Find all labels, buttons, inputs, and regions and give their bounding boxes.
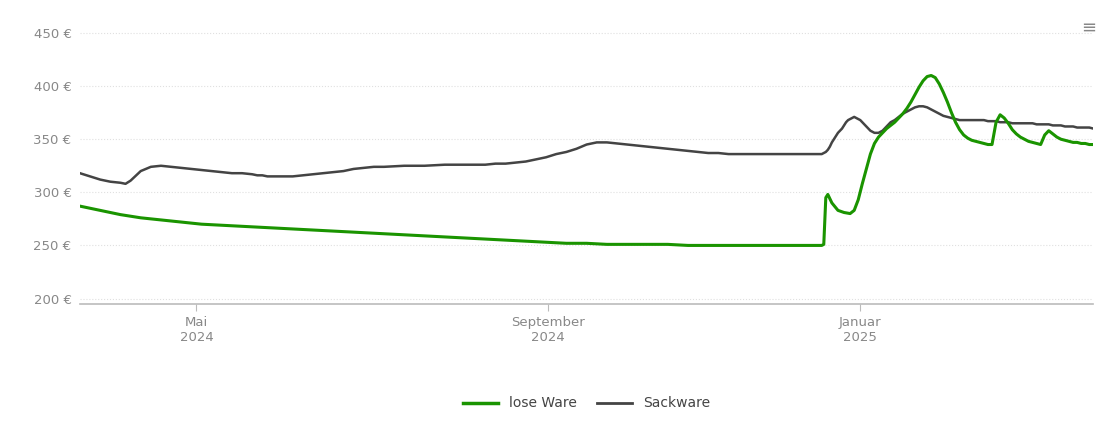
Text: ≡: ≡ [1081, 19, 1097, 37]
Legend: lose Ware, Sackware: lose Ware, Sackware [457, 391, 716, 416]
